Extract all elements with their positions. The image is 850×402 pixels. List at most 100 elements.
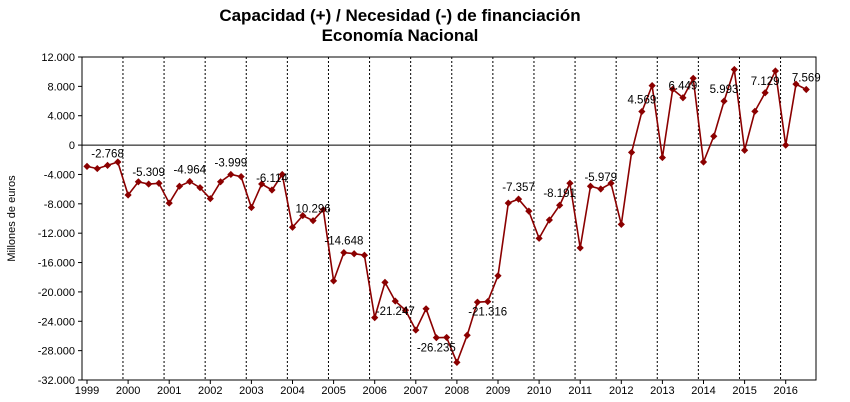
y-tick-label: -24.000: [38, 316, 75, 328]
data-label: -14.648: [324, 236, 363, 248]
data-point: [617, 220, 625, 228]
data-point: [330, 277, 338, 285]
grid: [122, 57, 782, 380]
y-tick-label: -28.000: [38, 346, 75, 358]
data-point: [412, 326, 420, 334]
y-tick-label: 8.000: [47, 81, 75, 93]
x-tick-label: 2013: [650, 385, 674, 397]
data-point: [124, 191, 132, 199]
data-label: -21.247: [376, 306, 415, 318]
series: [83, 65, 810, 366]
data-label: -7.357: [502, 182, 535, 194]
data-point: [103, 161, 112, 170]
data-point: [443, 333, 451, 342]
data-point: [371, 314, 379, 322]
data-point: [206, 195, 214, 203]
y-tick-label: 4.000: [47, 111, 75, 123]
data-label: -5.309: [132, 167, 165, 179]
data-point: [741, 146, 749, 154]
x-tick-label: 2005: [321, 385, 345, 397]
data-point: [299, 211, 307, 220]
data-label: 7.129: [751, 76, 780, 88]
data-point: [155, 179, 163, 187]
data-label: 7.569: [792, 73, 821, 85]
data-point: [761, 89, 769, 97]
data-label: -4.964: [173, 165, 206, 177]
y-tick-label: -4.000: [44, 169, 75, 181]
y-tick-label: 0: [69, 140, 75, 152]
x-tick-label: 2008: [445, 385, 469, 397]
data-label: 6.449: [669, 81, 698, 93]
data-label: -3.999: [215, 157, 248, 169]
data-point: [237, 173, 245, 181]
data-point: [514, 195, 523, 203]
data-point: [309, 217, 317, 225]
x-tick-label: 2007: [404, 385, 428, 397]
data-point: [792, 80, 800, 88]
data-point: [340, 249, 348, 257]
x-tick-label: 2015: [732, 385, 756, 397]
data-point: [463, 331, 471, 339]
data-point: [802, 85, 810, 94]
y-axis-title: Millones de euros: [6, 175, 18, 262]
data-point: [782, 141, 790, 149]
data-point: [145, 180, 153, 188]
chart-subtitle: Economía Nacional: [321, 26, 479, 45]
plot-frame: [81, 56, 817, 381]
data-point: [525, 207, 533, 215]
data-point: [227, 170, 235, 179]
data-point: [638, 107, 646, 116]
data-point: [504, 199, 512, 207]
data-label: -26.235: [417, 343, 456, 355]
data-point: [597, 185, 605, 193]
data-point: [730, 65, 738, 74]
data-point: [669, 85, 677, 93]
x-tick-label: 2009: [486, 385, 510, 397]
data-point: [288, 223, 297, 231]
data-point: [710, 132, 718, 140]
data-point: [93, 164, 101, 173]
data-point: [258, 180, 266, 188]
data-point: [196, 184, 204, 192]
data-point: [648, 82, 656, 90]
data-point: [247, 203, 255, 212]
data-point: [689, 74, 697, 82]
x-tick-label: 2016: [773, 385, 797, 397]
data-point: [586, 182, 595, 190]
x-tick-label: 2006: [362, 385, 386, 397]
x-tick-label: 2000: [116, 385, 140, 397]
chart-title: Capacidad (+) / Necesidad (-) de financi…: [219, 6, 581, 25]
y-tick-label: 12.000: [41, 52, 75, 64]
data-point: [268, 186, 276, 194]
data-point: [319, 206, 327, 214]
x-tick-label: 2010: [527, 385, 551, 397]
data-point: [391, 297, 399, 305]
data-label: -21.316: [468, 307, 507, 319]
data-point: [484, 297, 492, 306]
data-point: [720, 97, 728, 105]
y-tick-label: -16.000: [38, 258, 75, 270]
data-point: [494, 272, 502, 280]
data-label: -8.191: [543, 188, 576, 200]
data-point: [114, 158, 122, 166]
data-point: [658, 153, 666, 162]
axes: 12.000 8.000 4.000 0 -4.000 -8.000 -12.000 -16.…: [6, 52, 817, 397]
data-point: [771, 67, 780, 75]
x-tick-label: 2004: [280, 385, 304, 397]
data-point: [679, 94, 687, 102]
data-point: [453, 358, 461, 366]
data-point: [216, 178, 225, 186]
data-point: [278, 170, 286, 179]
y-tick-label: -8.000: [44, 199, 75, 211]
x-tick-label: 2012: [609, 385, 633, 397]
data-point: [186, 177, 194, 186]
x-tick-label: 1999: [75, 385, 99, 397]
data-point: [607, 179, 615, 187]
data-point: [535, 234, 543, 242]
data-label: 4.569: [627, 95, 656, 107]
data-point: [83, 162, 91, 170]
x-tick-label: 2014: [691, 385, 715, 397]
data-point: [350, 250, 358, 258]
